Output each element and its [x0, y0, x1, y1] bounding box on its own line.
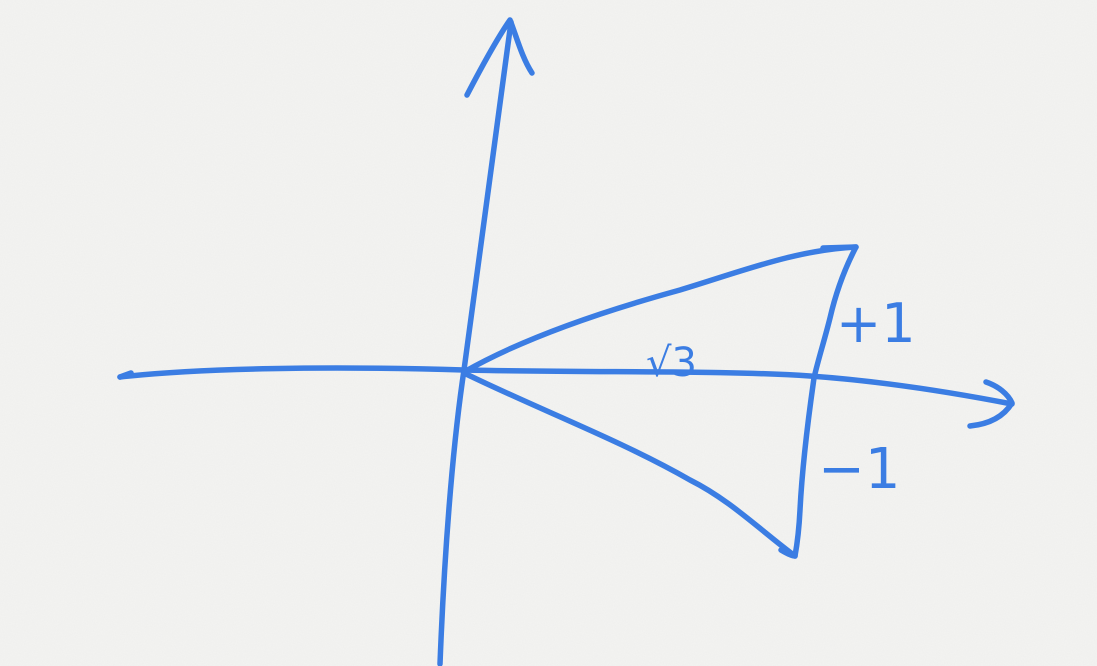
x-axis-left-hook [117, 370, 134, 380]
label-minus-one: −1 [818, 437, 901, 502]
upper-right-edge [811, 244, 859, 381]
label-plus-one: +1 [836, 292, 916, 355]
x-axis-line [117, 365, 1015, 407]
label-sqrt3: √3 [646, 340, 697, 386]
upper-edge-line [461, 244, 859, 375]
lower-right-edge [778, 375, 817, 559]
lower-edge-line [461, 370, 798, 559]
x-axis-arrowhead [967, 379, 1015, 429]
y-axis-arrowhead [464, 17, 535, 98]
